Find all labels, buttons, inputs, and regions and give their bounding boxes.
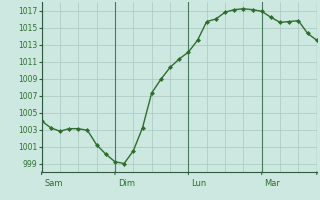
Text: Mar: Mar <box>265 179 280 188</box>
Text: Lun: Lun <box>191 179 206 188</box>
Text: Dim: Dim <box>118 179 135 188</box>
Text: Sam: Sam <box>44 179 63 188</box>
